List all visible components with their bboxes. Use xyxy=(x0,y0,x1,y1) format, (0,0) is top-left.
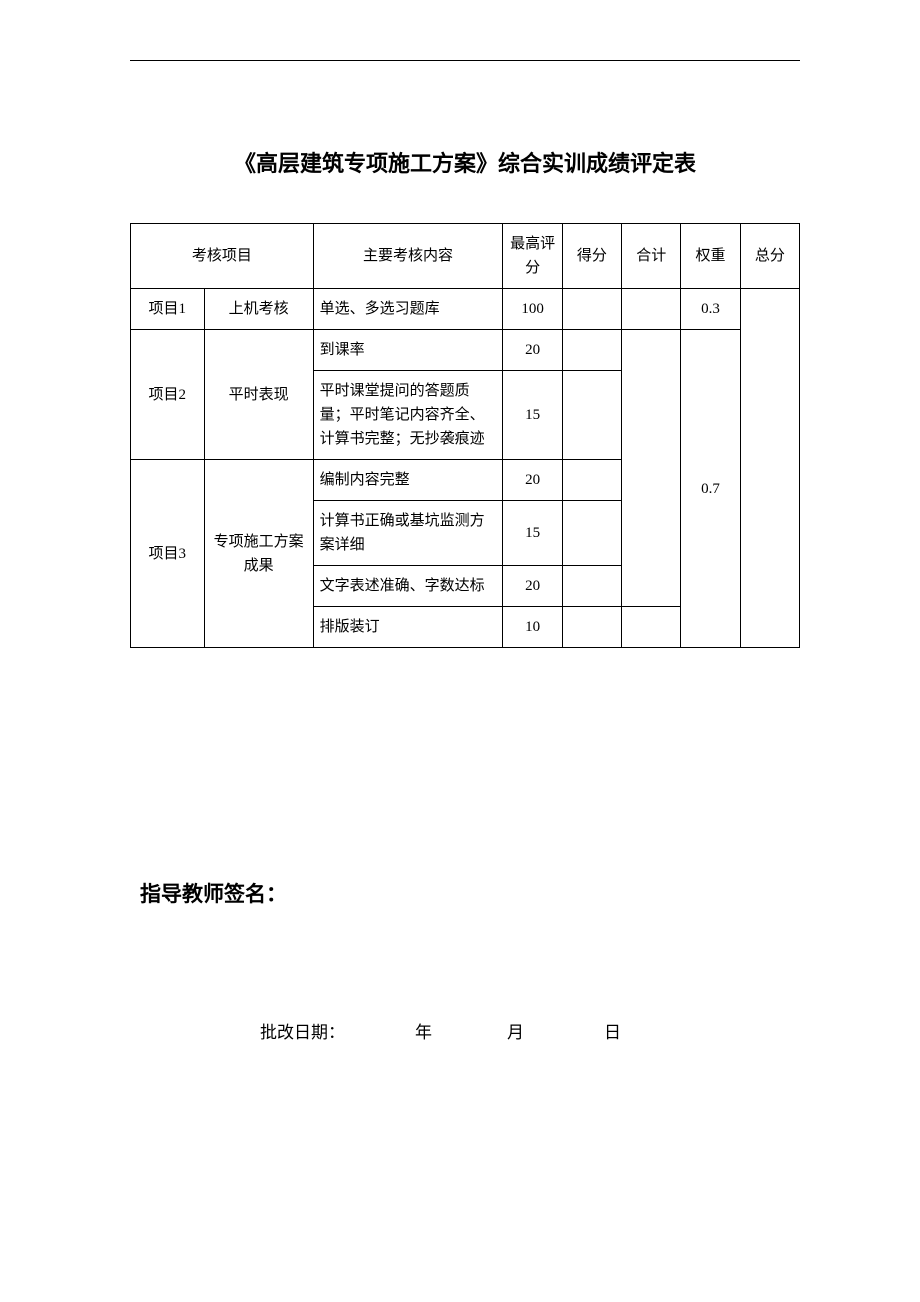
cell-max-score: 10 xyxy=(503,607,562,648)
cell-content: 平时课堂提问的答题质量；平时笔记内容齐全、计算书完整；无抄袭痕迹 xyxy=(313,371,503,460)
cell-max-score: 20 xyxy=(503,566,562,607)
cell-proj-name: 专项施工方案成果 xyxy=(204,460,313,648)
table-header-row: 考核项目 主要考核内容 最高评分 得分 合计 权重 总分 xyxy=(131,224,800,289)
cell-score xyxy=(562,371,621,460)
header-subtotal: 合计 xyxy=(622,224,681,289)
cell-score xyxy=(562,501,621,566)
cell-content: 编制内容完整 xyxy=(313,460,503,501)
cell-max-score: 20 xyxy=(503,330,562,371)
header-score: 得分 xyxy=(562,224,621,289)
date-year: 年 xyxy=(415,1023,432,1042)
table-row: 项目1 上机考核 单选、多选习题库 100 0.3 xyxy=(131,289,800,330)
cell-proj-id: 项目1 xyxy=(131,289,205,330)
top-horizontal-rule xyxy=(130,60,800,61)
cell-proj-name: 上机考核 xyxy=(204,289,313,330)
cell-max-score: 100 xyxy=(503,289,562,330)
date-label: 批改日期： xyxy=(260,1023,345,1042)
header-content: 主要考核内容 xyxy=(313,224,503,289)
header-assessment-item: 考核项目 xyxy=(131,224,314,289)
table-row: 项目2 平时表现 到课率 20 0.7 xyxy=(131,330,800,371)
cell-score xyxy=(562,289,621,330)
cell-score xyxy=(562,330,621,371)
cell-subtotal xyxy=(622,607,681,648)
cell-proj-id: 项目3 xyxy=(131,460,205,648)
grading-table: 考核项目 主要考核内容 最高评分 得分 合计 权重 总分 项目1 上机考核 单选… xyxy=(130,223,800,648)
cell-content: 单选、多选习题库 xyxy=(313,289,503,330)
date-month: 月 xyxy=(507,1023,524,1042)
signature-label: 指导教师签名： xyxy=(140,878,800,908)
cell-content: 计算书正确或基坑监测方案详细 xyxy=(313,501,503,566)
date-line: 批改日期： 年 月 日 xyxy=(130,1018,800,1043)
document-title: 《高层建筑专项施工方案》综合实训成绩评定表 xyxy=(130,146,800,178)
header-weight: 权重 xyxy=(681,224,740,289)
cell-max-score: 15 xyxy=(503,501,562,566)
cell-weight: 0.3 xyxy=(681,289,740,330)
header-total: 总分 xyxy=(740,224,799,289)
cell-max-score: 15 xyxy=(503,371,562,460)
cell-content: 文字表述准确、字数达标 xyxy=(313,566,503,607)
cell-max-score: 20 xyxy=(503,460,562,501)
cell-score xyxy=(562,460,621,501)
cell-proj-name: 平时表现 xyxy=(204,330,313,460)
cell-total xyxy=(740,289,799,648)
page-container: 《高层建筑专项施工方案》综合实训成绩评定表 考核项目 主要考核内容 最高评分 得… xyxy=(0,0,920,1103)
cell-content: 到课率 xyxy=(313,330,503,371)
cell-score xyxy=(562,607,621,648)
cell-proj-id: 项目2 xyxy=(131,330,205,460)
cell-subtotal xyxy=(622,289,681,330)
header-max-score: 最高评分 xyxy=(503,224,562,289)
cell-subtotal xyxy=(622,330,681,607)
cell-weight: 0.7 xyxy=(681,330,740,648)
cell-content: 排版装订 xyxy=(313,607,503,648)
cell-score xyxy=(562,566,621,607)
date-day: 日 xyxy=(604,1023,621,1042)
